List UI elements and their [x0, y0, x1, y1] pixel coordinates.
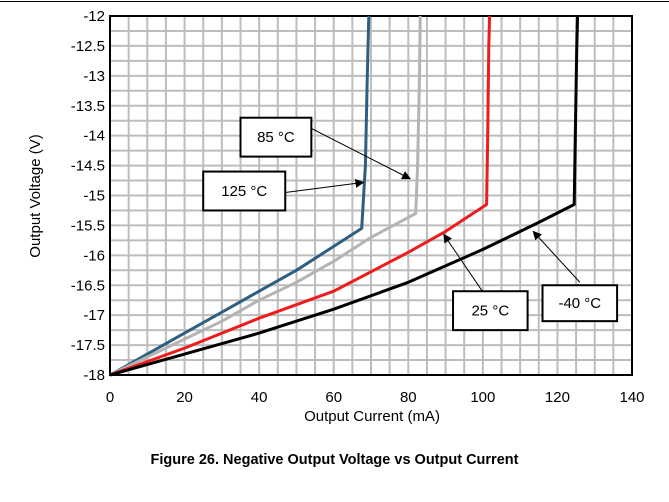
y-tick-label: -16.5 [71, 277, 105, 294]
y-tick-label: -14.5 [71, 158, 105, 175]
y-tick-label: -17.5 [71, 337, 105, 354]
annotation-box [239, 116, 313, 158]
series-line [109, 15, 580, 377]
annotations: 85 °C 125 °C 25 °C -40 °C [202, 116, 619, 332]
y-tick-label: -14 [83, 128, 105, 145]
annotation-label: -40 °C [558, 295, 601, 312]
plot-frame [109, 15, 633, 376]
x-tick-label: 140 [619, 389, 644, 406]
annotation: -40 °C [532, 230, 619, 323]
x-tick-label: 100 [470, 389, 495, 406]
y-tick-label: -18 [83, 367, 105, 384]
y-tick-label: -17 [83, 307, 105, 324]
x-tick-label: 20 [176, 389, 193, 406]
annotation-arrow [285, 178, 365, 194]
y-tick-label: -13 [83, 68, 105, 85]
y-tick-label: -12 [83, 8, 105, 25]
annotation-box [452, 290, 529, 332]
series-lines [109, 15, 580, 377]
x-tick-label: 60 [325, 389, 342, 406]
annotation-box [202, 170, 287, 212]
y-tick-label: -13.5 [71, 98, 105, 115]
figure-caption: Figure 26. Negative Output Voltage vs Ou… [150, 452, 519, 468]
x-axis-label: Output Current (mA) [304, 408, 440, 425]
annotation-arrow [443, 233, 489, 301]
x-tick-labels: 0 20 40 60 80 100 120 140 [106, 389, 645, 406]
y-tick-label: -15 [83, 188, 105, 205]
annotation-box [541, 284, 619, 323]
x-tick-label: 40 [251, 389, 268, 406]
series-line [109, 15, 422, 377]
y-axis-label: Output Voltage (V) [27, 134, 44, 257]
y-tick-label: -16 [83, 247, 105, 264]
x-tick-label: 120 [545, 389, 570, 406]
annotation-label: 25 °C [471, 303, 509, 320]
annotation-label: 85 °C [257, 129, 295, 146]
top-rule [0, 1, 669, 2]
y-tick-labels: -18 -17.5 -17 -16.5 -16 -15.5 -15 -14.5 -14 -13.5… [71, 8, 105, 384]
annotation: 25 °C [443, 233, 529, 332]
annotation-label: 125 °C [221, 183, 267, 200]
annotation: 125 °C [202, 170, 365, 212]
y-tick-label: -12.5 [71, 38, 105, 55]
minor-grid [109, 15, 633, 376]
series-line [109, 15, 492, 377]
x-tick-label: 0 [106, 389, 114, 406]
x-tick-label: 80 [400, 389, 417, 406]
y-tick-label: -15.5 [71, 217, 105, 234]
annotation: 85 °C [239, 116, 411, 180]
series-line [109, 15, 371, 377]
annotation-arrow [311, 128, 411, 180]
annotation-arrow [532, 230, 581, 283]
